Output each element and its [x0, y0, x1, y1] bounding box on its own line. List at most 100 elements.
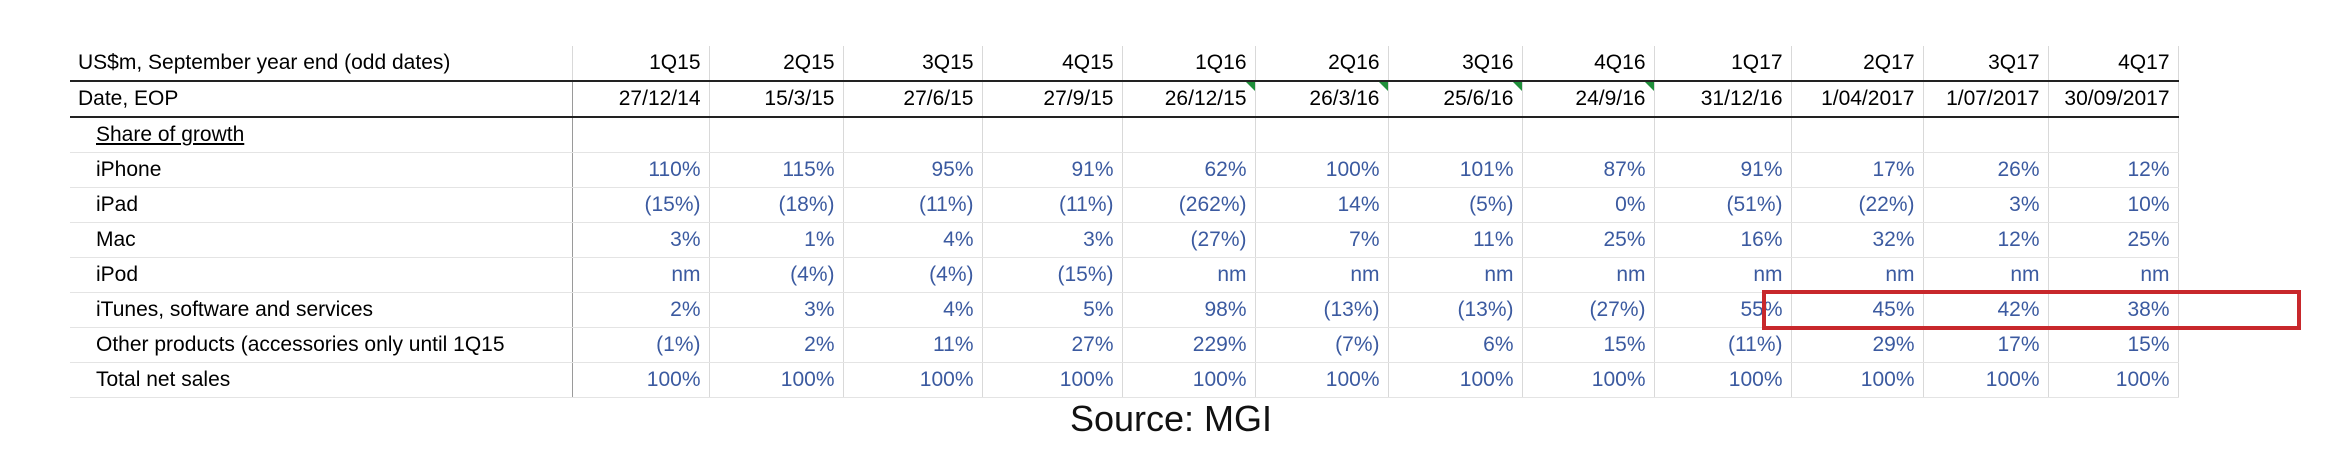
- cell-comment-marker: [1378, 82, 1387, 91]
- value-cell: (18%): [709, 187, 844, 223]
- value-cell: 100%: [1923, 362, 2049, 398]
- quarter-header: 4Q15: [982, 46, 1123, 82]
- value-cell: 5%: [982, 292, 1123, 328]
- value-cell: 91%: [982, 152, 1123, 188]
- date-cell: 25/6/16: [1388, 81, 1523, 118]
- value-cell: (11%): [843, 187, 983, 223]
- value-cell: (1%): [572, 327, 710, 363]
- quarter-header: 2Q15: [709, 46, 844, 82]
- value-cell: nm: [1791, 257, 1924, 293]
- date-cell: 15/3/15: [709, 81, 844, 118]
- quarter-header: 1Q15: [572, 46, 710, 82]
- value-cell: (13%): [1255, 292, 1389, 328]
- value-cell: (4%): [843, 257, 983, 293]
- quarter-header: 2Q17: [1791, 46, 1924, 82]
- table-row: iPad (15%) (18%) (11%) (11%) (262%) 14% (5%) 0%(…: [70, 187, 2179, 223]
- quarter-header: 4Q16: [1522, 46, 1655, 82]
- value-cell: (22%): [1791, 187, 1924, 223]
- value-cell: 32%: [1791, 222, 1924, 258]
- table-row: Total net sales 100% 100% 100% 100% 100% 100% 1…: [70, 362, 2179, 398]
- date-cell: 27/9/15: [982, 81, 1123, 118]
- value-cell: 1%: [709, 222, 844, 258]
- quarter-header: 1Q16: [1122, 46, 1256, 82]
- cell-comment-marker: [1245, 82, 1254, 91]
- value-cell: 100%: [1255, 362, 1389, 398]
- header-label: US$m, September year end (odd dates): [70, 46, 573, 82]
- value-cell: 229%: [1122, 327, 1256, 363]
- value-cell: (7%): [1255, 327, 1389, 363]
- quarter-header: 3Q15: [843, 46, 983, 82]
- value-cell: 27%: [982, 327, 1123, 363]
- value-cell: 0%: [1522, 187, 1655, 223]
- cell-comment-marker: [1512, 82, 1521, 91]
- value-cell: 100%: [1791, 362, 1924, 398]
- value-cell: (13%): [1388, 292, 1523, 328]
- value-cell: nm: [572, 257, 710, 293]
- value-cell: 115%: [709, 152, 844, 188]
- value-cell: (262%): [1122, 187, 1256, 223]
- value-cell: 95%: [843, 152, 983, 188]
- value-cell: nm: [1388, 257, 1523, 293]
- value-cell: 15%: [2048, 327, 2179, 363]
- value-cell: nm: [1654, 257, 1792, 293]
- row-label: Other products (accessories only until 1…: [70, 327, 573, 363]
- header-row: US$m, September year end (odd dates) 1Q1…: [70, 46, 2179, 82]
- table-row: iPod nm (4%) (4%) (15%) nm nm nm nm nm nm nm nm: [70, 257, 2179, 293]
- date-cell: 27/6/15: [843, 81, 983, 118]
- value-cell: 100%: [843, 362, 983, 398]
- value-cell: 12%: [2048, 152, 2179, 188]
- value-cell: 6%: [1388, 327, 1523, 363]
- value-cell: 10%: [2048, 187, 2179, 223]
- table-row: Other products (accessories only until 1…: [70, 327, 2179, 363]
- date-cell: 26/3/16: [1255, 81, 1389, 118]
- value-cell: 42%: [1923, 292, 2049, 328]
- value-cell: 100%: [1388, 362, 1523, 398]
- value-cell: 17%: [1791, 152, 1924, 188]
- value-cell: (5%): [1388, 187, 1523, 223]
- value-cell: 87%: [1522, 152, 1655, 188]
- value-cell: (15%): [982, 257, 1123, 293]
- value-cell: 62%: [1122, 152, 1256, 188]
- value-cell: 100%: [1654, 362, 1792, 398]
- date-cell: 1/04/2017: [1791, 81, 1924, 118]
- table-row: iTunes, software and services 2% 3% 4% 5% 98%…: [70, 292, 2179, 328]
- value-cell: 3%: [572, 222, 710, 258]
- value-cell: 3%: [709, 292, 844, 328]
- value-cell: 14%: [1255, 187, 1389, 223]
- value-cell: 100%: [982, 362, 1123, 398]
- row-label: Mac: [70, 222, 573, 258]
- date-row: Date, EOP 27/12/14 15/3/15 27/6/15 27/9/15 2…: [70, 81, 2179, 118]
- value-cell: 38%: [2048, 292, 2179, 328]
- value-cell: 26%: [1923, 152, 2049, 188]
- value-cell: 4%: [843, 222, 983, 258]
- value-cell: (15%): [572, 187, 710, 223]
- quarter-header: 3Q16: [1388, 46, 1523, 82]
- value-cell: 11%: [843, 327, 983, 363]
- value-cell: 100%: [1255, 152, 1389, 188]
- value-cell: 100%: [572, 362, 710, 398]
- value-cell: 100%: [2048, 362, 2179, 398]
- value-cell: 7%: [1255, 222, 1389, 258]
- value-cell: 11%: [1388, 222, 1523, 258]
- value-cell: (27%): [1122, 222, 1256, 258]
- date-cell: 26/12/15: [1122, 81, 1256, 118]
- value-cell: 4%: [843, 292, 983, 328]
- date-cell: 31/12/16: [1654, 81, 1792, 118]
- value-cell: 3%: [982, 222, 1123, 258]
- date-cell: 24/9/16: [1522, 81, 1655, 118]
- row-label: iPad: [70, 187, 573, 223]
- value-cell: (51%): [1654, 187, 1792, 223]
- value-cell: nm: [1522, 257, 1655, 293]
- table-row: iPhone 110% 115% 95% 91% 62% 100% 101% 87% 91% 17%…: [70, 152, 2179, 188]
- value-cell: 2%: [572, 292, 710, 328]
- section-row: Share of growth: [70, 117, 2179, 153]
- row-label: Total net sales: [70, 362, 573, 398]
- date-cell: 27/12/14: [572, 81, 710, 118]
- date-cell: 1/07/2017: [1923, 81, 2049, 118]
- table-row: Mac 3% 1% 4% 3% (27%) 7% 11% 25% 16% 32% 12% 25%: [70, 222, 2179, 258]
- value-cell: 15%: [1522, 327, 1655, 363]
- date-label: Date, EOP: [70, 81, 573, 118]
- value-cell: 100%: [709, 362, 844, 398]
- value-cell: 17%: [1923, 327, 2049, 363]
- row-label: iPhone: [70, 152, 573, 188]
